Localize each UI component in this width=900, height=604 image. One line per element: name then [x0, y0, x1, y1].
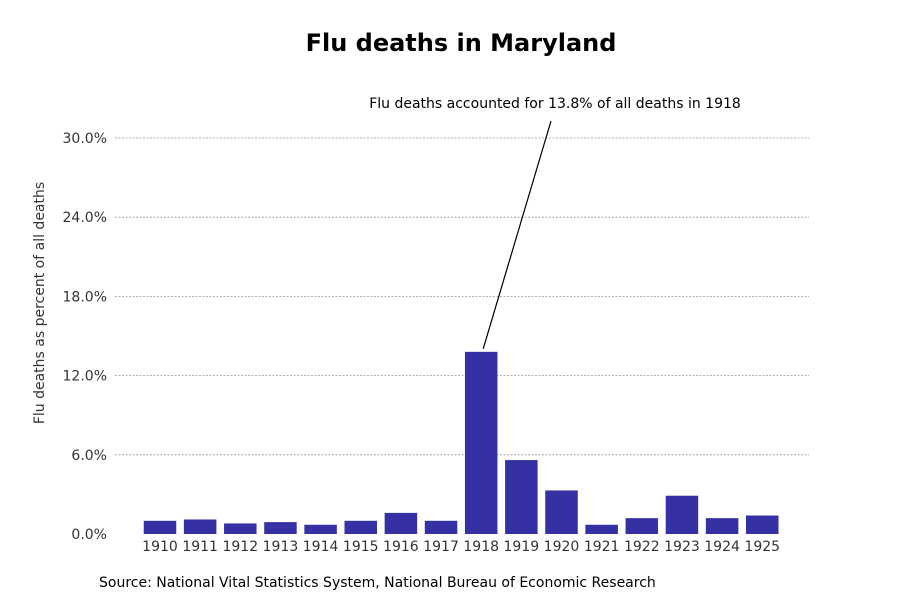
x-tick-label: 1910 [142, 539, 178, 555]
bar-1911 [183, 519, 217, 534]
x-tick-label: 1924 [704, 539, 740, 555]
x-tick-label: 1919 [504, 539, 540, 555]
bar-1921 [585, 524, 618, 534]
bar-1917 [424, 520, 458, 534]
bar-1913 [264, 522, 297, 534]
bars [143, 351, 779, 534]
x-tick-label: 1912 [222, 539, 258, 555]
source-note: Source: National Vital Statistics System… [99, 575, 656, 591]
y-tick-label: 6.0% [71, 448, 107, 464]
chart-title: Flu deaths in Maryland [306, 29, 617, 57]
bar-1923 [665, 495, 699, 534]
x-tick-label: 1915 [343, 539, 379, 555]
x-tick-label: 1920 [544, 539, 580, 555]
x-tick-label: 1918 [463, 539, 499, 555]
x-tick-label: 1914 [303, 539, 339, 555]
x-tick-label: 1913 [263, 539, 299, 555]
y-tick-label: 24.0% [63, 210, 107, 226]
y-tick-label: 0.0% [71, 527, 107, 543]
y-axis-ticks: 0.0% 6.0% 12.0% 18.0% 24.0% 30.0% [63, 131, 107, 543]
y-tick-label: 30.0% [63, 131, 107, 147]
bar-1925 [746, 515, 779, 534]
x-axis-ticks: 1910 1911 1912 1913 1914 1915 1916 1917 1918 1919… [142, 539, 780, 555]
gridlines [115, 137, 809, 456]
x-tick-label: 1917 [423, 539, 459, 555]
x-tick-label: 1923 [664, 539, 700, 555]
bar-1924 [705, 518, 739, 534]
x-tick-label: 1925 [744, 539, 780, 555]
y-tick-label: 18.0% [63, 289, 107, 305]
y-axis-label: Flu deaths as percent of all deaths [32, 182, 48, 424]
annotation-arrow [482, 120, 552, 350]
y-tick-label: 12.0% [63, 369, 107, 385]
bar-1918 [464, 351, 498, 534]
bar-1919 [505, 460, 538, 534]
annotation-text: Flu deaths accounted for 13.8% of all de… [369, 96, 741, 112]
bar-1914 [304, 524, 337, 534]
x-tick-label: 1916 [383, 539, 419, 555]
bar-1910 [143, 520, 177, 534]
bar-1922 [625, 518, 659, 534]
x-tick-label: 1921 [584, 539, 620, 555]
bar-1915 [344, 520, 377, 534]
bar-1912 [224, 523, 257, 534]
bar-1916 [384, 512, 418, 534]
x-tick-label: 1922 [624, 539, 660, 555]
bar-1920 [545, 490, 578, 534]
x-tick-label: 1911 [182, 539, 218, 555]
